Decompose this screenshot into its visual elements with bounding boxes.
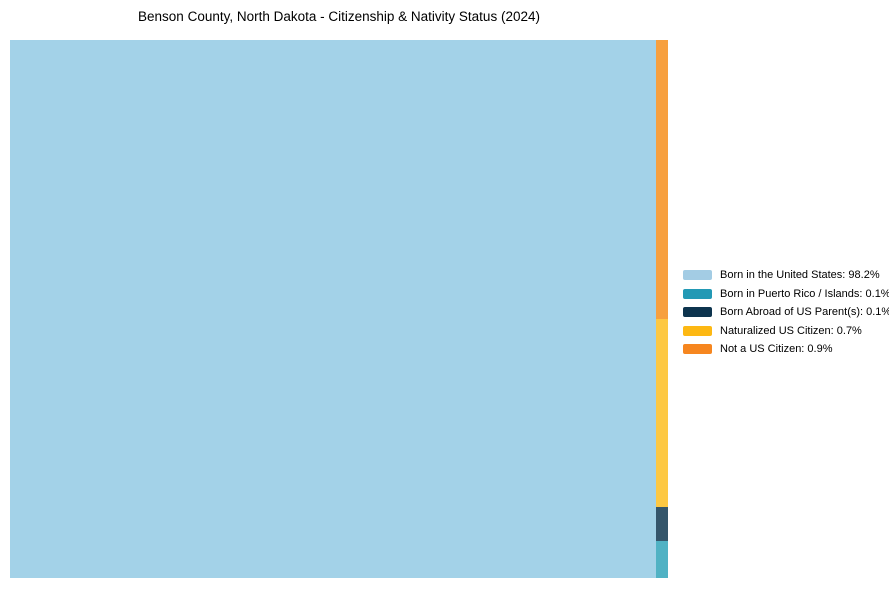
legend-swatch-not-citizen-icon	[683, 344, 712, 355]
legend-label-naturalized: Naturalized US Citizen: 0.7%	[720, 324, 862, 337]
legend-label-born-abroad: Born Abroad of US Parent(s): 0.1%	[720, 306, 889, 319]
legend-label-puerto-rico: Born in Puerto Rico / Islands: 0.1%	[720, 287, 889, 300]
legend-swatch-naturalized-icon	[683, 325, 712, 336]
legend-item-naturalized: Naturalized US Citizen: 0.7%	[683, 322, 889, 341]
legend-item-born-abroad: Born Abroad of US Parent(s): 0.1%	[683, 303, 889, 322]
legend-item-puerto-rico: Born in Puerto Rico / Islands: 0.1%	[683, 285, 889, 304]
chart-title: Benson County, North Dakota - Citizenshi…	[138, 9, 540, 24]
legend-label-born-in-us: Born in the United States: 98.2%	[720, 269, 880, 282]
treemap-rect-born-abroad	[656, 507, 668, 541]
treemap-rect-naturalized-citizen	[656, 319, 668, 507]
chart-legend: Born in the United States: 98.2% Born in…	[683, 266, 889, 359]
treemap-rect-not-us-citizen	[656, 40, 668, 319]
legend-label-not-citizen: Not a US Citizen: 0.9%	[720, 343, 833, 356]
legend-item-born-in-us: Born in the United States: 98.2%	[683, 266, 889, 285]
treemap-chart	[10, 40, 668, 578]
legend-swatch-born-in-us-icon	[683, 270, 712, 281]
treemap-rect-born-in-us	[10, 40, 656, 578]
legend-item-not-citizen: Not a US Citizen: 0.9%	[683, 340, 889, 359]
legend-swatch-born-abroad-icon	[683, 307, 712, 318]
treemap-rect-puerto-rico	[656, 541, 668, 578]
legend-swatch-puerto-rico-icon	[683, 288, 712, 299]
